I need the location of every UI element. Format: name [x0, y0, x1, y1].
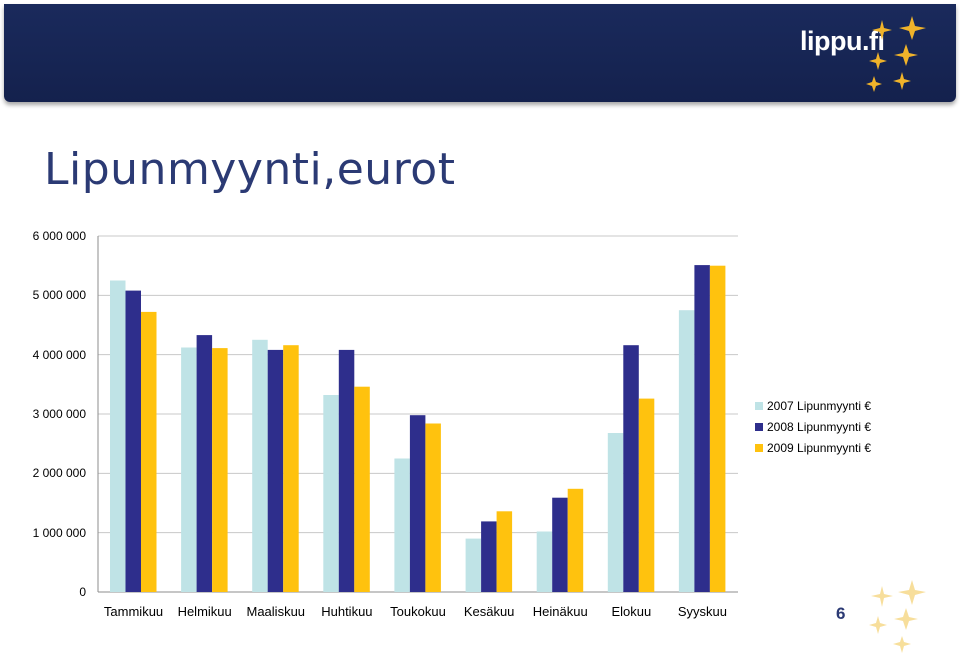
legend-item: 2009 Lipunmyynti €	[755, 440, 871, 456]
bar-heinäkuu-series-1	[536, 531, 553, 592]
legend-label: 2008 Lipunmyynti €	[767, 420, 872, 434]
bar-toukokuu-series-2	[409, 415, 426, 592]
bar-huhtikuu-series-1	[323, 395, 339, 592]
bar-helmikuu-series-3	[212, 348, 228, 592]
legend-label: 2009 Lipunmyynti €	[767, 441, 872, 455]
y-tick-label: 5 000 000	[32, 288, 86, 303]
bar-huhtikuu-series-2	[338, 349, 355, 592]
bar-kesäkuu-series-2	[481, 521, 497, 592]
y-tick-label: 4 000 000	[32, 347, 86, 362]
bar-maaliskuu-series-1	[252, 339, 268, 592]
bar-kesäkuu-series-3	[496, 511, 513, 592]
x-tick-label: Syyskuu	[677, 604, 727, 619]
bar-maaliskuu-series-3	[283, 345, 299, 592]
star-cluster-icon	[866, 16, 926, 92]
bar-heinäkuu-series-2	[552, 497, 568, 592]
legend-label: 2007 Lipunmyynti €	[767, 399, 872, 413]
bar-toukokuu-series-3	[425, 423, 441, 592]
header-banner	[4, 4, 956, 102]
page-number: 6	[836, 604, 846, 623]
x-tick-label: Kesäkuu	[463, 604, 515, 619]
legend-swatch	[755, 401, 763, 410]
bar-elokuu-series-3	[638, 398, 655, 592]
x-tick-label: Maaliskuu	[246, 604, 306, 619]
x-tick-label: Heinäkuu	[532, 604, 588, 619]
legend-swatch	[755, 443, 763, 452]
bar-tammikuu-series-3	[141, 311, 157, 592]
bar-syyskuu-series-1	[678, 310, 695, 592]
bar-maaliskuu-series-2	[267, 349, 284, 592]
y-tick-label: 3 000 000	[32, 407, 86, 421]
bar-huhtikuu-series-3	[354, 386, 370, 592]
bar-kesäkuu-series-1	[465, 538, 482, 592]
legend-item: 2008 Lipunmyynti €	[755, 419, 871, 435]
bar-tammikuu-series-1	[110, 280, 126, 592]
x-tick-label: Huhtikuu	[321, 604, 373, 619]
y-tick-label: 1 000 000	[32, 525, 86, 540]
bar-syyskuu-series-2	[694, 265, 710, 592]
bar-toukokuu-series-1	[394, 458, 410, 592]
x-tick-label: Toukokuu	[390, 604, 446, 619]
x-tick-label: Elokuu	[611, 604, 652, 619]
slide-title: Lipunmyynti,eurot	[44, 144, 456, 195]
bar-elokuu-series-2	[623, 345, 639, 592]
y-tick-label: 2 000 000	[32, 466, 86, 481]
bar-elokuu-series-1	[607, 433, 624, 592]
bar-helmikuu-series-2	[196, 335, 213, 592]
bottom-star-decoration	[869, 580, 926, 653]
x-tick-label: Helmikuu	[177, 604, 232, 619]
bar-syyskuu-series-3	[709, 265, 726, 592]
brand-logo-text: lippu.fi	[800, 26, 885, 56]
legend-item: 2007 Lipunmyynti €	[755, 398, 871, 414]
bar-tammikuu-series-2	[125, 290, 141, 592]
legend-swatch	[755, 422, 763, 431]
y-tick-label: 0	[79, 585, 86, 599]
bar-helmikuu-series-1	[181, 347, 197, 592]
x-tick-label: Tammikuu	[103, 604, 164, 619]
y-tick-label: 6 000 000	[32, 229, 86, 243]
bar-heinäkuu-series-3	[567, 488, 584, 592]
